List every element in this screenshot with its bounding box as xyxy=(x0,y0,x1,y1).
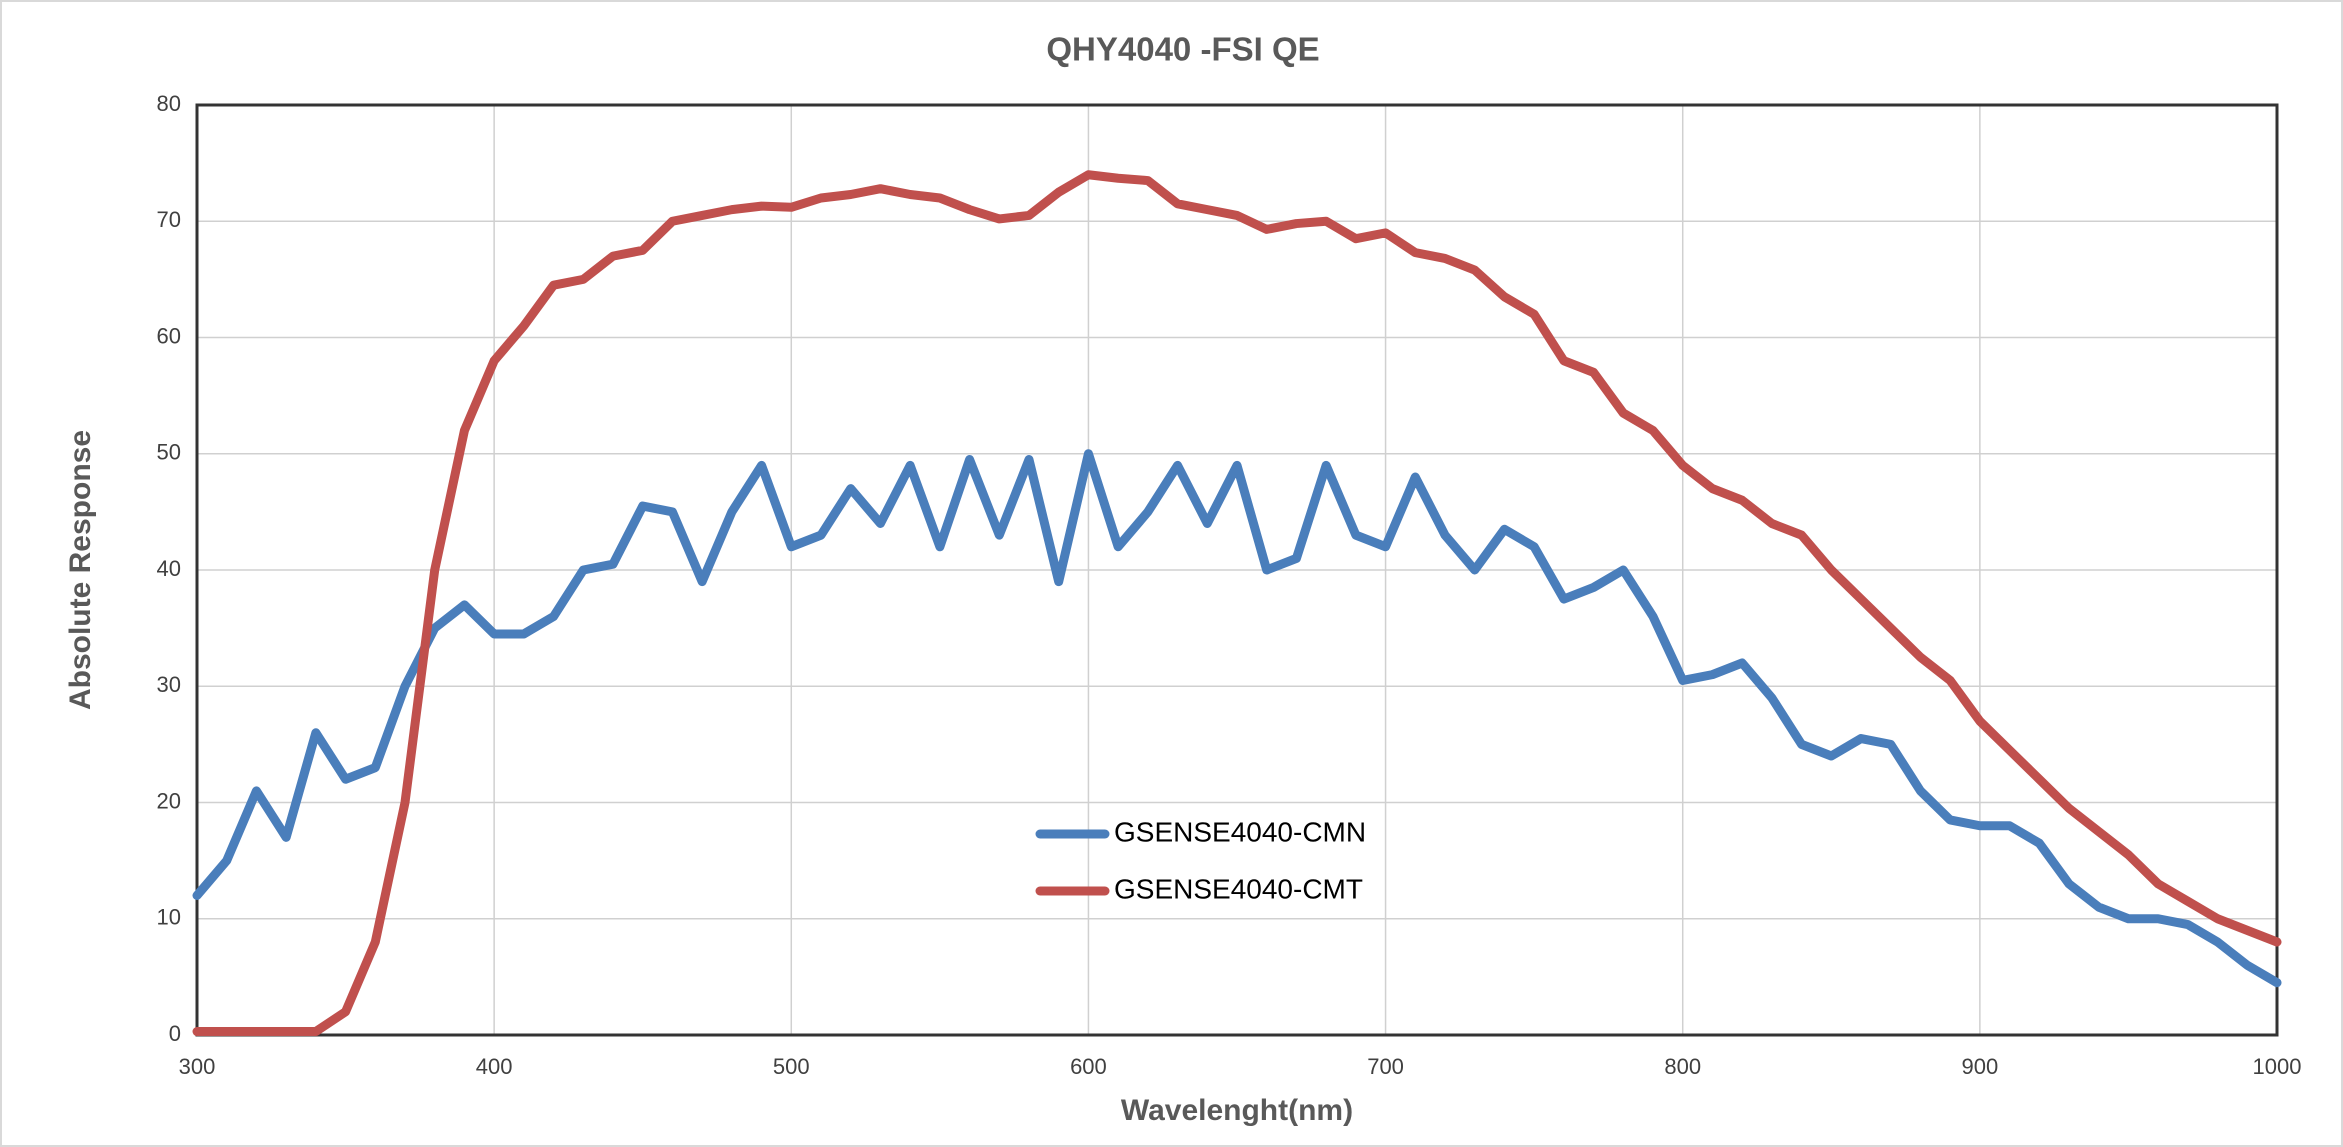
x-tick-label: 500 xyxy=(773,1054,810,1079)
x-axis-label: Wavelenght(nm) xyxy=(1121,1094,1353,1127)
y-tick-label: 20 xyxy=(157,788,181,813)
y-tick-label: 80 xyxy=(157,91,181,116)
x-tick-label: 400 xyxy=(476,1054,513,1079)
chart-title: QHY4040 -FSI QE xyxy=(1046,31,1319,68)
legend-label: GSENSE4040-CMN xyxy=(1114,816,1366,847)
y-tick-label: 50 xyxy=(157,440,181,465)
series-line xyxy=(192,170,2282,1037)
y-tick-label: 0 xyxy=(169,1021,181,1046)
y-tick-label: 30 xyxy=(157,672,181,697)
y-axis-label: Absolute Response xyxy=(64,430,97,710)
x-tick-label: 800 xyxy=(1664,1054,1701,1079)
x-tick-label: 1000 xyxy=(2253,1054,2302,1079)
legend-label: GSENSE4040-CMT xyxy=(1114,873,1363,904)
y-tick-label: 10 xyxy=(157,905,181,930)
x-tick-label: 700 xyxy=(1367,1054,1404,1079)
x-tick-label: 900 xyxy=(1961,1054,1998,1079)
x-tick-label: 600 xyxy=(1070,1054,1107,1079)
y-tick-label: 40 xyxy=(157,556,181,581)
y-tick-label: 70 xyxy=(157,207,181,232)
y-tick-label: 60 xyxy=(157,323,181,348)
plot-frame xyxy=(195,103,2279,1037)
x-tick-label: 300 xyxy=(179,1054,216,1079)
series-line xyxy=(192,449,2282,988)
